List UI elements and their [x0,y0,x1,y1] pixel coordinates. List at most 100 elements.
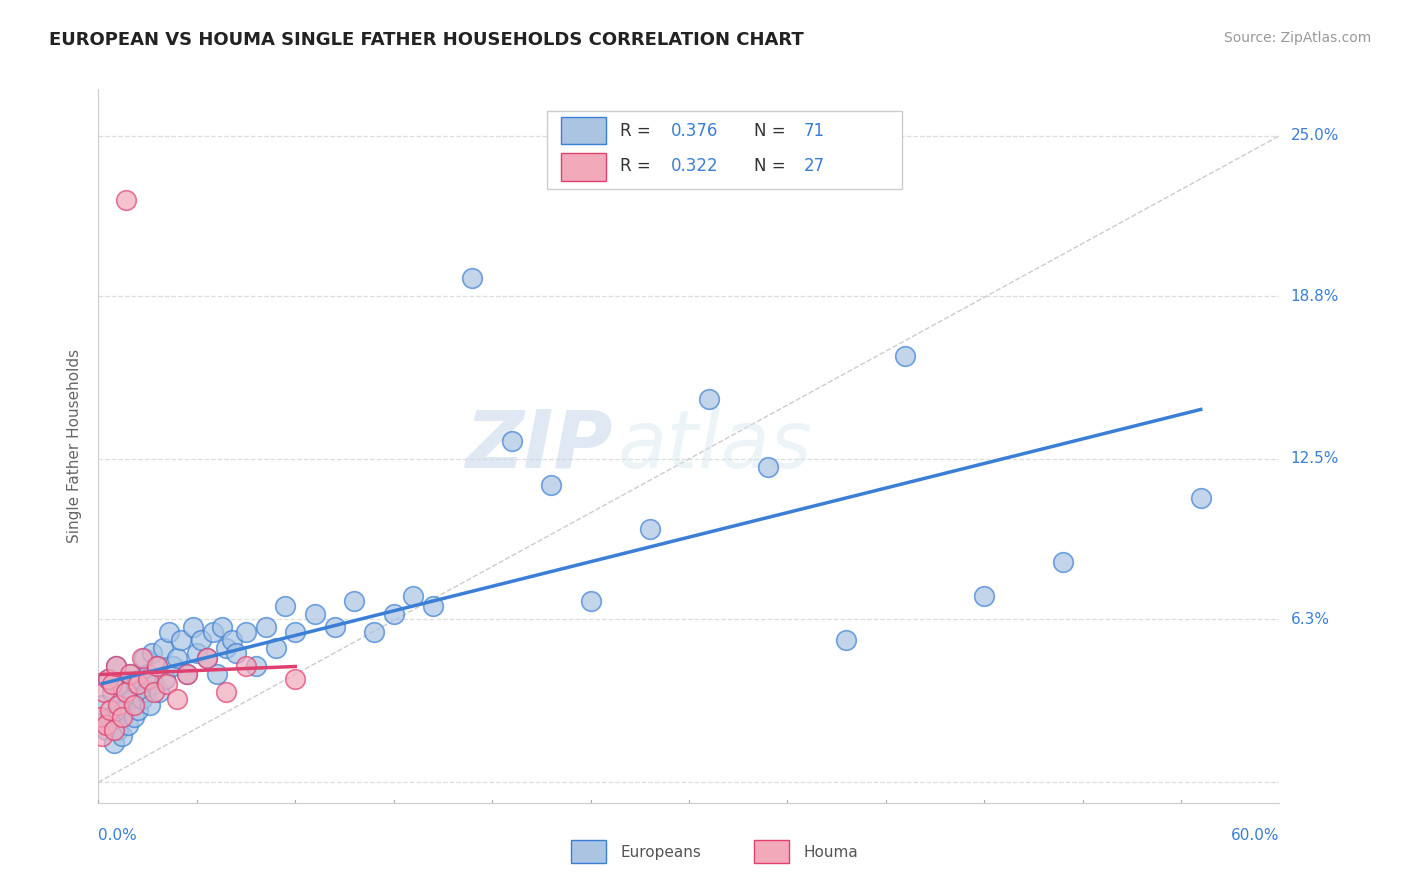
Point [166,651,188,665]
Point [141,646,163,660]
Point [756,459,779,474]
Point [245,658,267,673]
Point [91,729,114,743]
Point [501,434,523,448]
Point [170,632,193,647]
Point [107,723,129,738]
Point [93,684,115,698]
Point [128,672,150,686]
Point [107,677,129,691]
Point [343,594,366,608]
Point [274,599,297,614]
Point [111,710,134,724]
Point [138,698,160,712]
Point [103,723,125,738]
Text: Houma: Houma [803,845,858,860]
Point [697,392,720,407]
Point [132,651,155,665]
Text: 6.3%: 6.3% [1291,612,1330,627]
Point [136,672,159,686]
Point [117,718,139,732]
Point [638,522,661,536]
Text: Europeans: Europeans [620,845,702,860]
Bar [571,840,606,863]
Point [148,684,170,698]
Point [225,646,247,660]
Point [235,658,257,673]
Point [323,620,346,634]
Text: 0.322: 0.322 [671,157,718,175]
Point [91,698,114,712]
Point [105,658,128,673]
Point [97,672,120,686]
Point [1052,555,1074,569]
Point [101,677,124,691]
Point [540,477,562,491]
Text: ZIP: ZIP [465,407,612,485]
Point [284,672,307,686]
Text: Source: ZipAtlas.com: Source: ZipAtlas.com [1223,31,1371,45]
Point [176,666,198,681]
Point [118,666,141,681]
Point [152,640,174,655]
Point [211,620,233,634]
Point [205,666,228,681]
Point [142,677,165,691]
Point [166,692,188,706]
Point [579,594,602,608]
Point [181,620,204,634]
Bar [561,153,606,180]
Text: EUROPEAN VS HOUMA SINGLE FATHER HOUSEHOLDS CORRELATION CHART: EUROPEAN VS HOUMA SINGLE FATHER HOUSEHOL… [49,31,804,49]
Point [111,729,134,743]
Point [98,710,121,724]
Point [155,672,177,686]
Point [835,632,858,647]
Point [363,625,385,640]
Point [97,672,120,686]
Point [264,640,287,655]
Point [176,666,198,681]
Point [107,698,129,712]
Point [215,684,238,698]
Point [105,658,128,673]
Point [156,677,179,691]
Bar [561,117,606,145]
Text: 0.376: 0.376 [671,121,718,139]
Point [146,658,169,673]
Point [1189,491,1212,505]
Text: 60.0%: 60.0% [1232,828,1279,843]
Text: N =: N = [754,157,790,175]
Point [135,684,157,698]
Point [142,684,165,698]
Point [235,625,257,640]
Point [131,692,153,706]
Point [127,677,149,691]
Text: R =: R = [620,121,657,139]
Point [215,640,238,655]
Point [122,698,145,712]
Point [973,589,995,603]
Point [89,710,111,724]
Point [96,723,118,738]
Point [201,625,224,640]
Text: 27: 27 [803,157,825,175]
Point [195,651,218,665]
Point [136,666,159,681]
Point [121,692,143,706]
Text: 18.8%: 18.8% [1291,288,1339,303]
Point [402,589,425,603]
Point [162,658,184,673]
Point [461,271,484,285]
Point [304,607,326,621]
Point [112,703,135,717]
Point [103,736,125,750]
Point [894,349,917,363]
Bar [754,840,789,863]
Point [115,684,138,698]
Point [195,651,218,665]
Point [131,651,153,665]
Point [115,684,138,698]
Point [96,718,118,732]
Point [98,703,121,717]
Point [146,658,169,673]
